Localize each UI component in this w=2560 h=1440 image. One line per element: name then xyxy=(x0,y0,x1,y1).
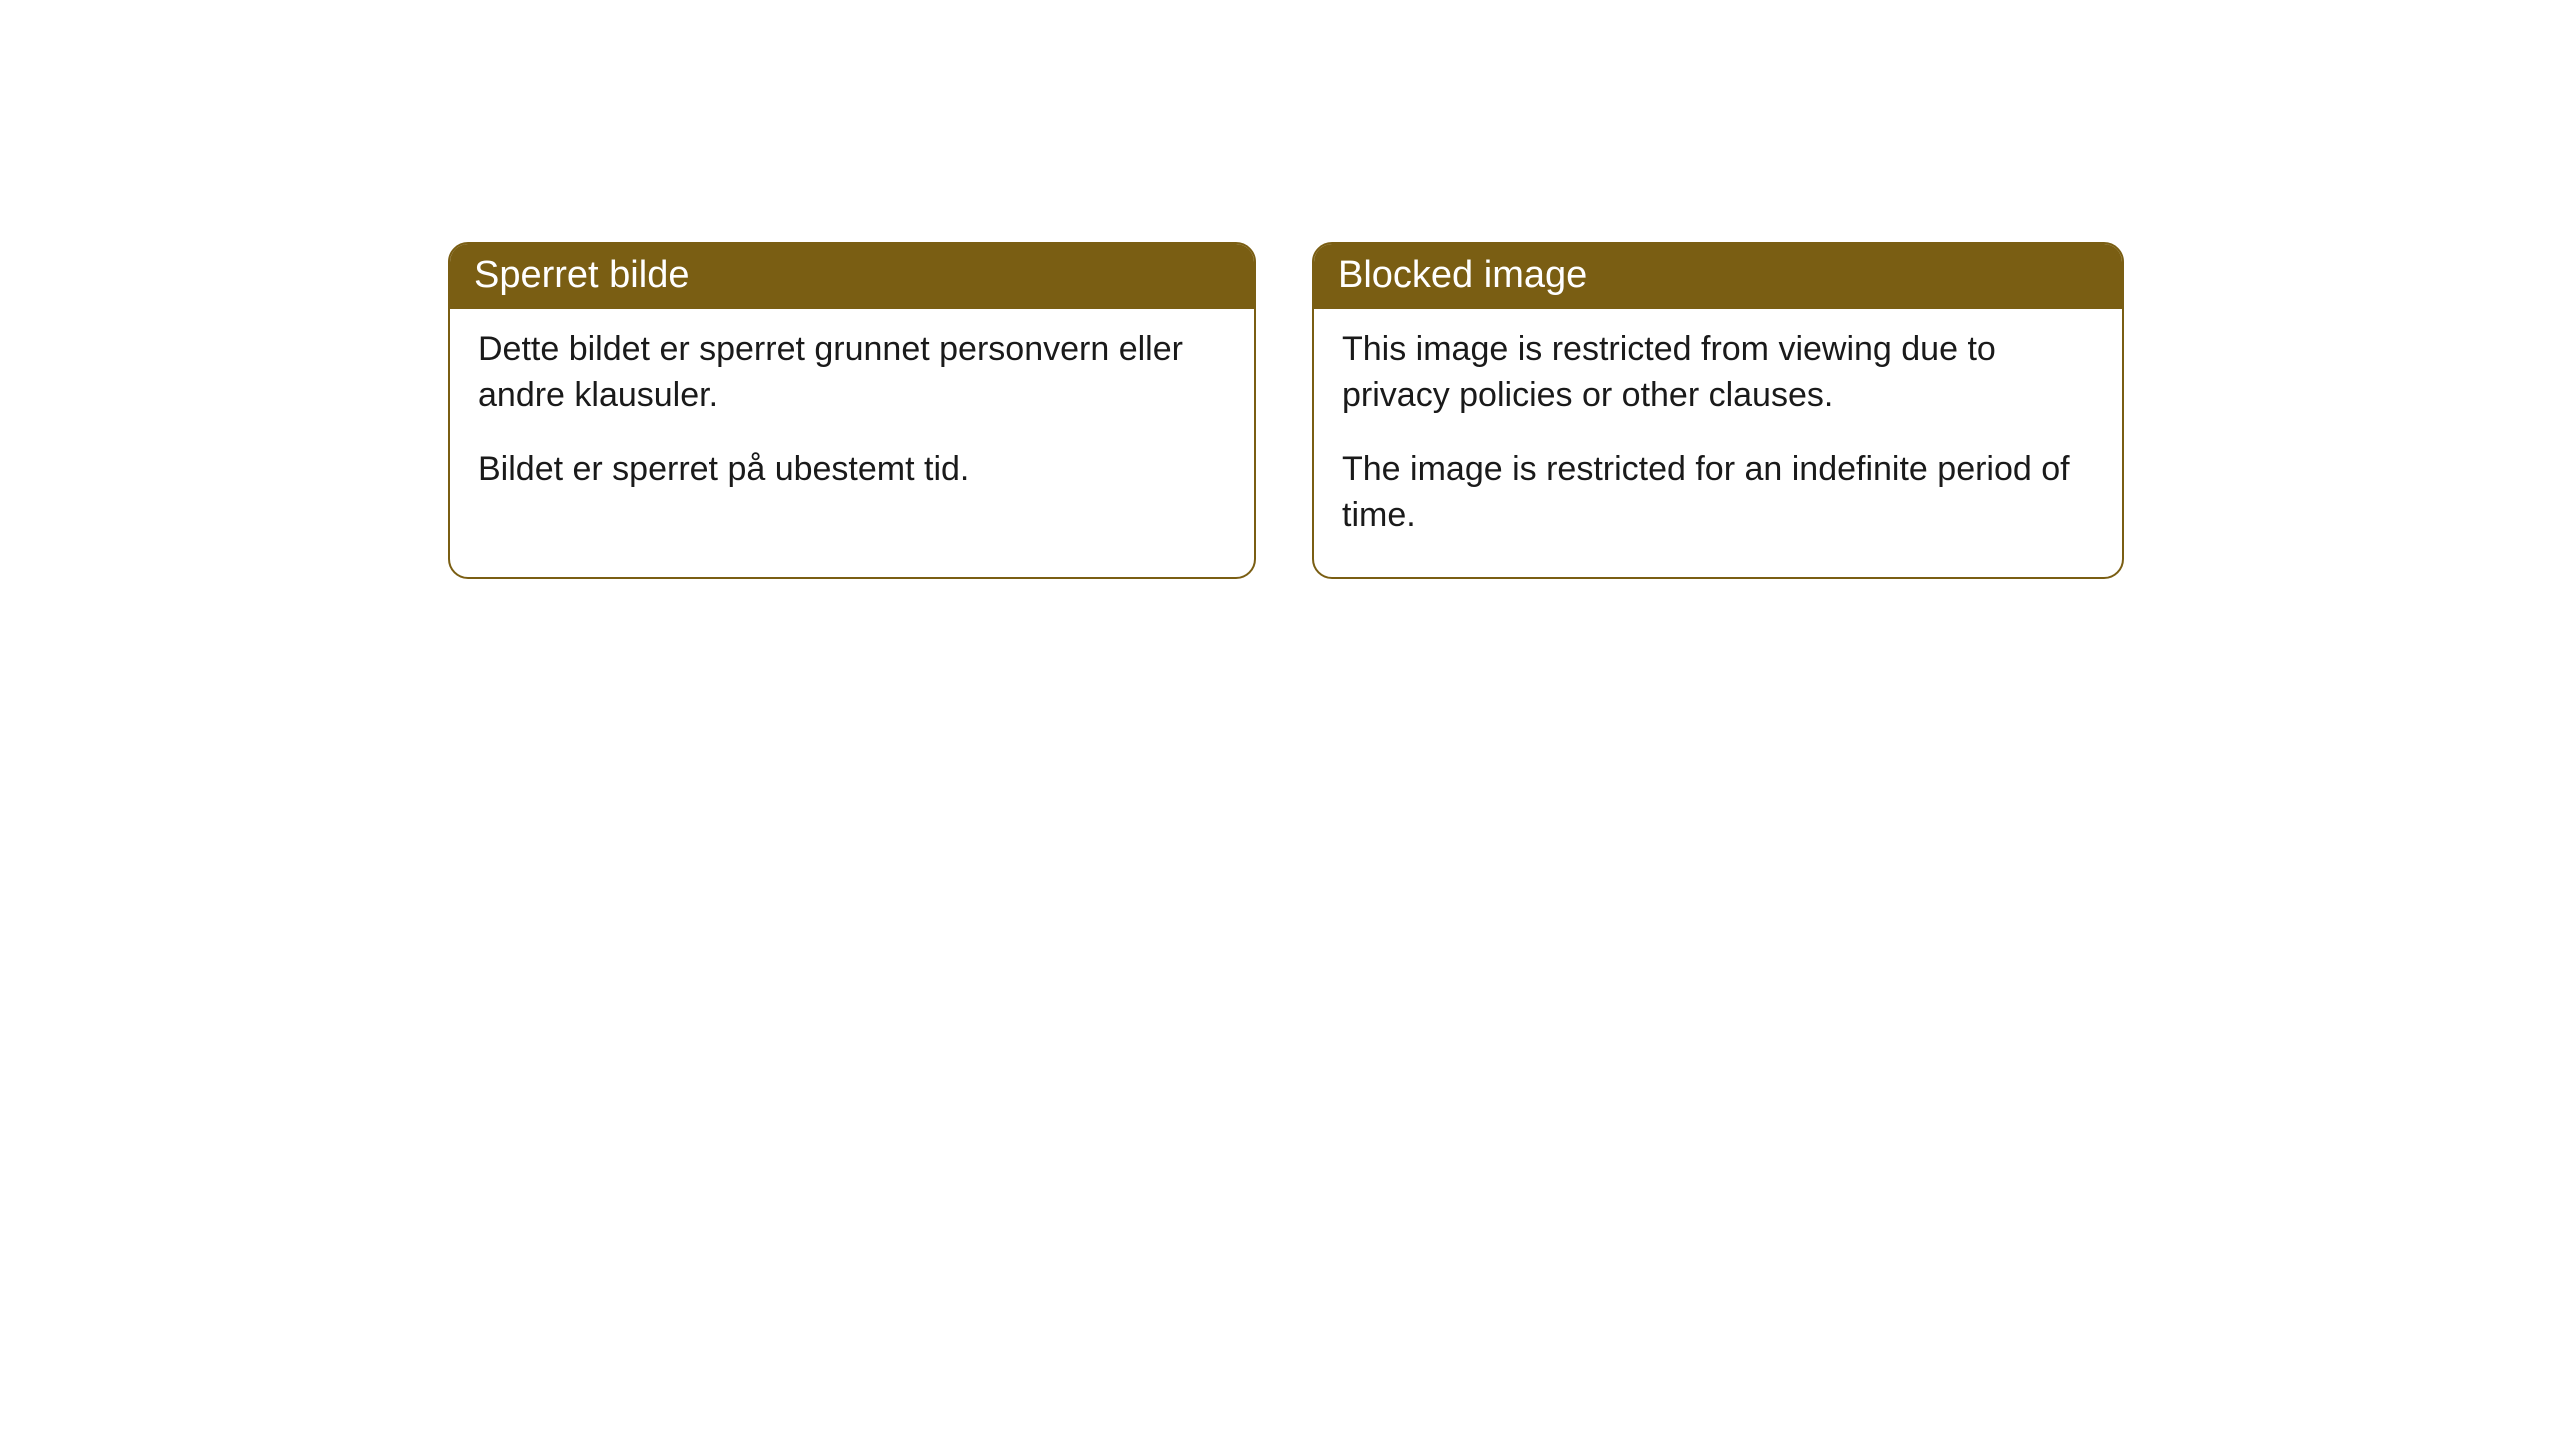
notice-container: Sperret bilde Dette bildet er sperret gr… xyxy=(0,0,2560,579)
panel-title: Blocked image xyxy=(1338,254,1587,296)
notice-text-line1: This image is restricted from viewing du… xyxy=(1342,327,2094,419)
panel-header-norwegian: Sperret bilde xyxy=(450,244,1254,309)
panel-title: Sperret bilde xyxy=(474,254,689,296)
notice-text-line2: Bildet er sperret på ubestemt tid. xyxy=(478,447,1226,493)
blocked-image-panel-norwegian: Sperret bilde Dette bildet er sperret gr… xyxy=(448,242,1256,579)
panel-header-english: Blocked image xyxy=(1314,244,2122,309)
notice-text-line1: Dette bildet er sperret grunnet personve… xyxy=(478,327,1226,419)
panel-body-english: This image is restricted from viewing du… xyxy=(1314,309,2122,577)
blocked-image-panel-english: Blocked image This image is restricted f… xyxy=(1312,242,2124,579)
panel-body-norwegian: Dette bildet er sperret grunnet personve… xyxy=(450,309,1254,531)
notice-text-line2: The image is restricted for an indefinit… xyxy=(1342,447,2094,539)
